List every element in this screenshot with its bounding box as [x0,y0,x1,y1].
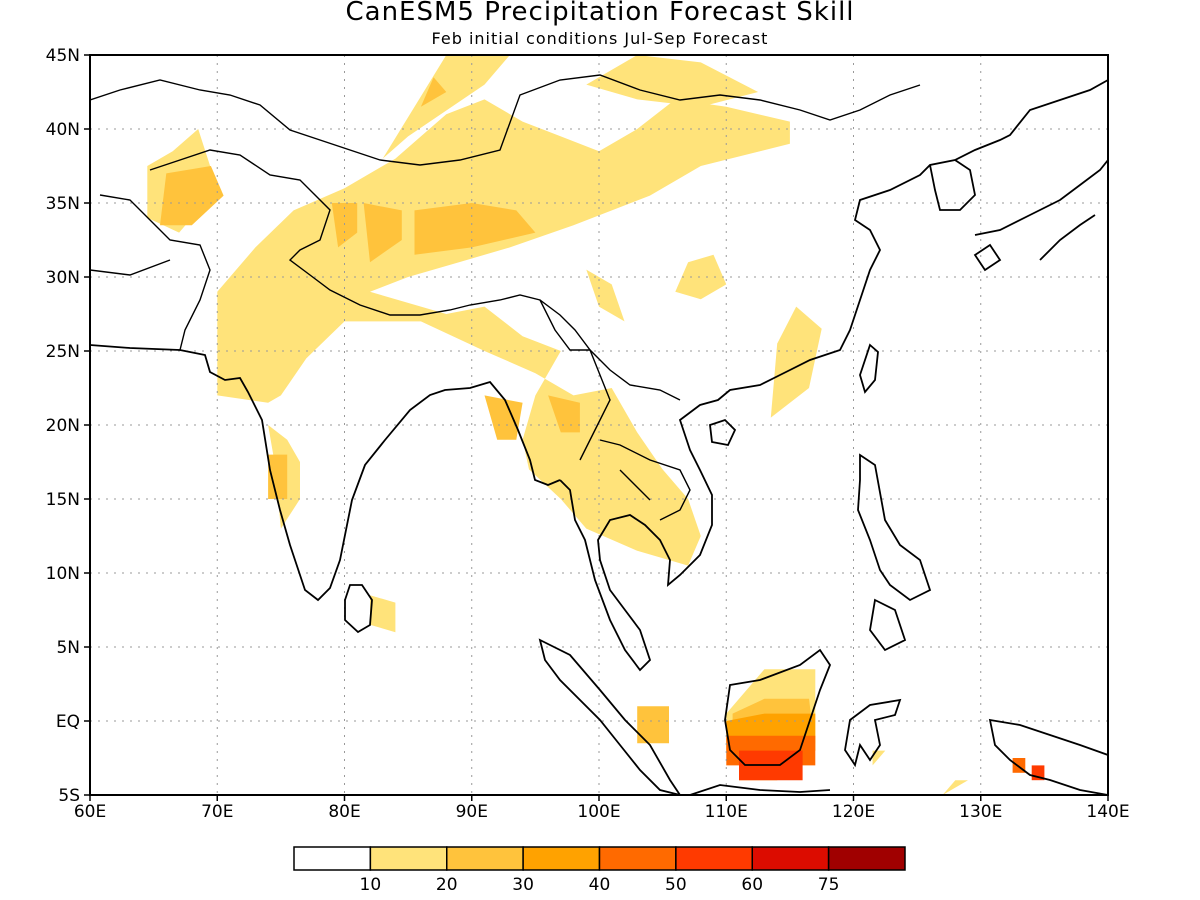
x-tick-label: 80E [328,802,360,822]
skill-region-level-2 [484,395,523,440]
skill-region-level-1 [586,55,759,107]
skill-region-level-1 [370,595,396,633]
skill-region-level-2 [637,706,669,744]
skill-contour-layer [147,55,1045,795]
x-tick-label: 100E [577,802,620,822]
skill-region-level-2 [363,203,402,263]
colorbar-swatch [675,846,753,871]
y-tick-label: 15N [46,490,80,510]
skill-region-level-1 [217,99,790,566]
y-tick-label: 5N [56,638,80,658]
y-tick-label: 25N [46,342,80,362]
colorbar-label: 50 [665,875,687,895]
x-tick-label: 90E [456,802,488,822]
colorbar-swatch [369,846,448,871]
y-tick-label: 40N [46,120,80,140]
colorbar: 10 20 30 40 50 60 75 [293,846,906,895]
colorbar-label: 40 [589,875,611,895]
x-tick-label: 70E [201,802,233,822]
skill-region-level-2 [548,395,580,433]
y-tick-label: 5S [58,786,80,806]
colorbar-swatch [293,846,372,871]
y-tick-label: EQ [56,712,80,732]
x-tick-label: 110E [705,802,748,822]
skill-region-level-2 [331,203,358,248]
skill-region-level-1 [586,269,625,322]
colorbar-swatch [446,846,524,871]
colorbar-swatch [522,846,601,871]
colorbar-label: 20 [436,875,458,895]
skill-region-level-1 [770,306,822,418]
skill-region-level-2 [414,203,536,255]
skill-region-level-2 [420,77,447,107]
colorbar-swatch [598,846,677,871]
map-subtitle: Feb initial conditions Jul-Sep Forecast [431,29,769,48]
coastlines-and-borders [90,74,1108,795]
colorbar-label: 60 [741,875,763,895]
colorbar-label: 30 [512,875,534,895]
x-tick-label: 60E [74,802,106,822]
y-tick-label: 20N [46,416,80,436]
latitude-tick-labels: 5S EQ 5N 10N 15N 20N 25N 30N 35N 40N 45N [46,46,90,806]
skill-region-level-1 [382,55,510,159]
longitude-tick-labels: 60E 70E 80E 90E 100E 110E 120E 130E 140E [74,795,1130,822]
skill-region-level-1 [942,780,968,795]
skill-region-level-2 [160,166,224,226]
map-title: CanESM5 Precipitation Forecast Skill [345,0,855,27]
y-tick-label: 35N [46,194,80,214]
colorbar-swatch [827,846,906,871]
y-tick-label: 30N [46,268,80,288]
x-tick-label: 130E [959,802,1002,822]
colorbar-label: 10 [360,875,382,895]
y-tick-label: 10N [46,564,80,584]
y-tick-label: 45N [46,46,80,66]
skill-region-level-2 [268,454,288,499]
colorbar-label: 75 [818,875,840,895]
x-tick-label: 140E [1086,802,1129,822]
x-tick-label: 120E [832,802,875,822]
skill-region-level-1 [675,254,727,300]
colorbar-swatch [751,846,830,871]
skill-region-level-1 [872,750,886,766]
